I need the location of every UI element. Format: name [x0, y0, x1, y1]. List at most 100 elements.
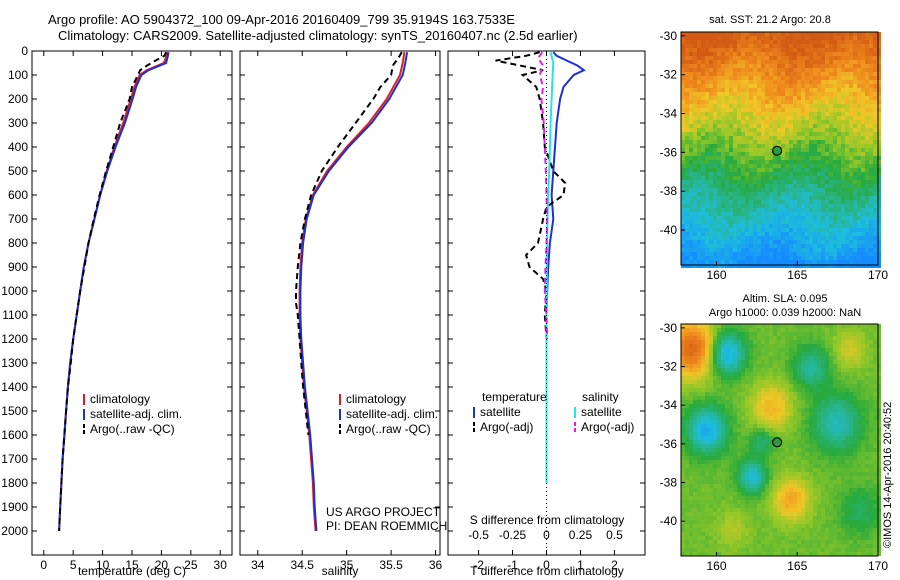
map-cell [785, 324, 789, 328]
map-cell [845, 104, 849, 108]
map-cell [721, 212, 725, 216]
map-cell [713, 148, 717, 152]
map-cell [865, 136, 869, 140]
map-cell [777, 448, 781, 452]
map-cell [761, 80, 765, 84]
map-cell [729, 464, 733, 468]
map-cell [849, 352, 853, 356]
map-cell [857, 200, 861, 204]
map-cell [733, 352, 737, 356]
map-cell [805, 248, 809, 252]
map-cell [849, 100, 853, 104]
map-cell [765, 400, 769, 404]
map-cell [713, 56, 717, 60]
map-cell [801, 108, 805, 112]
map-cell [873, 456, 877, 460]
map-cell [749, 252, 753, 256]
map-cell [809, 152, 813, 156]
map-cell [841, 264, 845, 268]
map-cell [841, 332, 845, 336]
map-cell [861, 32, 865, 36]
map-cell [781, 400, 785, 404]
map-cell [841, 436, 845, 440]
map-cell [737, 260, 741, 264]
map-cell [809, 384, 813, 388]
map-cell [809, 416, 813, 420]
map-cell [873, 140, 877, 144]
map-cell [761, 332, 765, 336]
map-cell [869, 104, 873, 108]
map-cell [689, 48, 693, 52]
map-cell [817, 176, 821, 180]
map-cell [713, 400, 717, 404]
map-cell [765, 60, 769, 64]
map-cell [713, 36, 717, 40]
map-cell [729, 136, 733, 140]
map-cell [805, 40, 809, 44]
map-cell [789, 200, 793, 204]
map-cell [769, 344, 773, 348]
map-cell [761, 384, 765, 388]
map-cell [713, 368, 717, 372]
map-cell [829, 36, 833, 40]
map-cell [749, 372, 753, 376]
map-cell [685, 424, 689, 428]
map-cell [689, 336, 693, 340]
map-cell [769, 264, 773, 268]
map-cell [745, 344, 749, 348]
map-cell [725, 192, 729, 196]
map-cell [761, 372, 765, 376]
map-cell [817, 208, 821, 212]
map-cell [777, 380, 781, 384]
map-cell [849, 200, 853, 204]
map-cell [821, 396, 825, 400]
map-cell [793, 404, 797, 408]
map-cell [737, 80, 741, 84]
map-cell [869, 216, 873, 220]
map-cell [869, 452, 873, 456]
map-cell [693, 100, 697, 104]
map-cell [785, 436, 789, 440]
map-cell [873, 400, 877, 404]
map-cell [721, 368, 725, 372]
map-cell [857, 72, 861, 76]
map-cell [785, 380, 789, 384]
map-cell [681, 116, 685, 120]
map-cell [801, 324, 805, 328]
map-cell [865, 380, 869, 384]
panel-frame-salinity [239, 50, 441, 556]
map-cell [705, 148, 709, 152]
map-cell [865, 68, 869, 72]
map-cell [701, 460, 705, 464]
map-cell [861, 140, 865, 144]
map-cell [705, 392, 709, 396]
map-cell [741, 44, 745, 48]
map-cell [849, 52, 853, 56]
map-cell [697, 424, 701, 428]
map-cell [741, 452, 745, 456]
map-cell [817, 164, 821, 168]
map-cell [753, 444, 757, 448]
map-cell [721, 160, 725, 164]
map-cell [701, 336, 705, 340]
map-cell [781, 260, 785, 264]
map-cell [817, 100, 821, 104]
map-cell [709, 368, 713, 372]
map-cell [869, 188, 873, 192]
map-cell [845, 332, 849, 336]
map-cell [793, 128, 797, 132]
map-cell [769, 192, 773, 196]
map-cell [813, 444, 817, 448]
map-cell [777, 72, 781, 76]
map-cell [725, 84, 729, 88]
map-cell [837, 84, 841, 88]
map-cell [685, 256, 689, 260]
map-cell [701, 360, 705, 364]
map-cell [857, 264, 861, 268]
map-cell [845, 236, 849, 240]
map-cell [785, 76, 789, 80]
map-cell [697, 324, 701, 328]
difference-axis-label: T difference from climatology [470, 564, 624, 578]
map-cell [741, 396, 745, 400]
map-cell [761, 116, 765, 120]
